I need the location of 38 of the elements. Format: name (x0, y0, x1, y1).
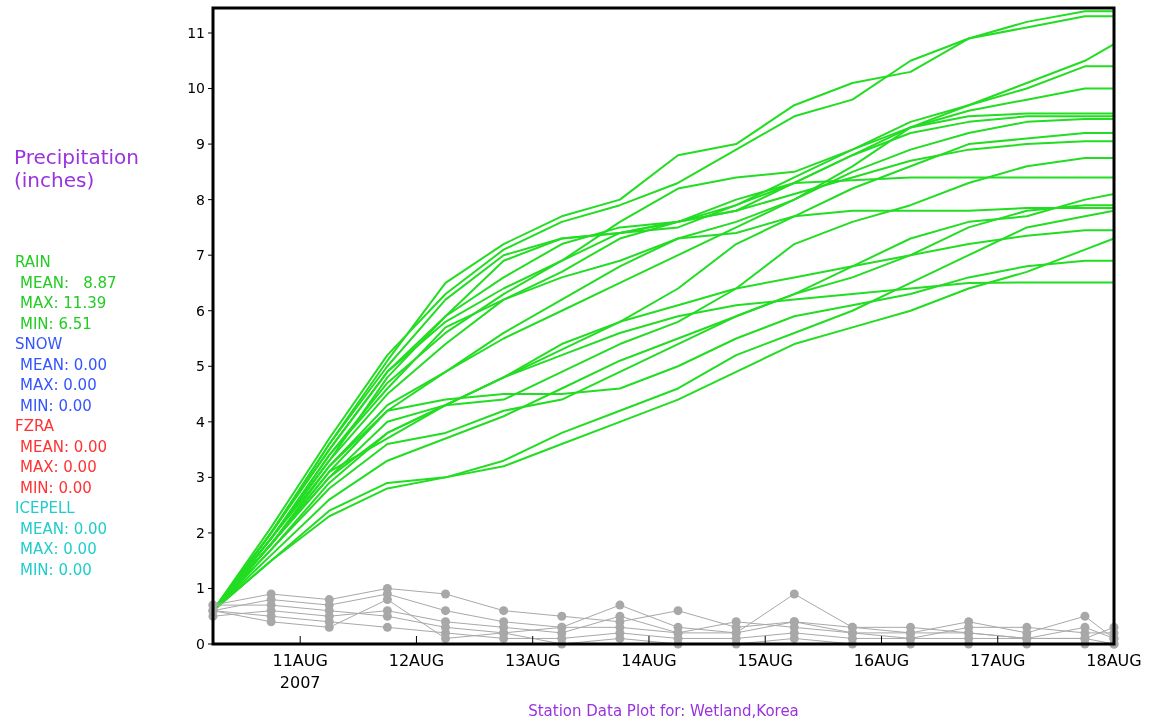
x-tick-label: 16AUG (853, 651, 910, 670)
y-tick-label: 3 (196, 469, 205, 486)
y-tick-label: 4 (196, 413, 206, 430)
text: MAX: 0.00 (20, 540, 97, 558)
y-tick-label: 11 (187, 24, 205, 41)
text: SNOW (15, 335, 63, 353)
text: ICEPELL (15, 499, 76, 517)
x-tick-label: 15AUG (737, 651, 793, 670)
text: MEAN: 0.00 (20, 437, 108, 456)
y-tick-label: 8 (196, 191, 205, 208)
text: MEAN: 0.00 (20, 355, 108, 374)
text: Station Data Plot for: Wetland,Korea (528, 702, 799, 720)
x-tick-label: 17AUG (970, 651, 1026, 670)
y-tick-label: 7 (196, 247, 205, 264)
x-tick-label: 11AUG 2007 (272, 651, 328, 692)
x-tick-label: 12AUG (388, 651, 445, 670)
text: MAX: 11.39 (20, 294, 107, 312)
text: MEAN: 0.00 (20, 519, 108, 538)
x-tick-label: 13AUG (505, 651, 561, 670)
x-tick-label: 18AUG (1086, 651, 1142, 670)
text: MIN: 0.00 (20, 478, 92, 497)
y-tick-label: 1 (196, 580, 205, 597)
text: MIN: 0.00 (20, 560, 92, 579)
y-tick-label: 0 (196, 635, 205, 652)
text: MAX: 0.00 (20, 376, 97, 394)
x-tick-label: 14AUG (621, 651, 677, 670)
text: MAX: 0.00 (20, 458, 97, 476)
y-tick-label: 6 (196, 302, 206, 319)
text: FZRA (15, 417, 55, 435)
text: MIN: 0.00 (20, 396, 92, 415)
text: MIN: 6.51 (20, 314, 92, 333)
y-tick-label: 9 (196, 135, 205, 152)
text: MEAN: 8.87 (20, 273, 117, 292)
y-axis-title: Precipitation (inches) (14, 145, 140, 192)
y-tick-label: 5 (196, 358, 205, 375)
text: RAIN (15, 253, 51, 271)
y-tick-label: 10 (187, 80, 205, 97)
y-tick-label: 2 (196, 524, 205, 541)
